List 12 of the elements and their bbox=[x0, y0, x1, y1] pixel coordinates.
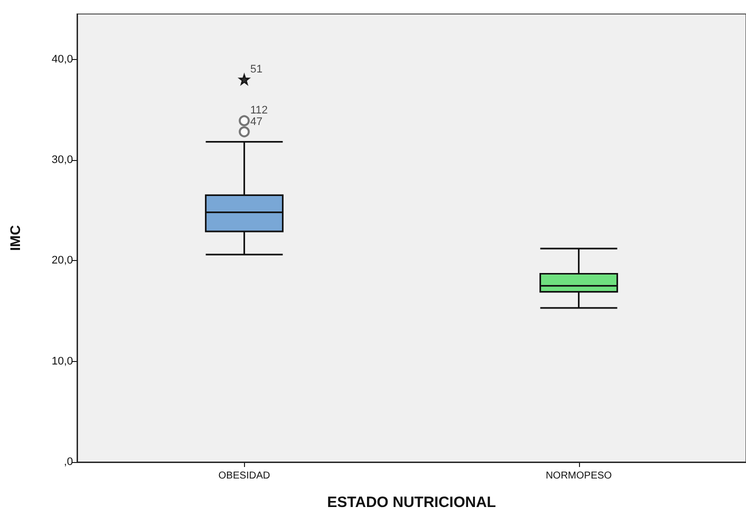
annotation: 51 bbox=[250, 63, 262, 76]
annotation: 112 bbox=[250, 104, 268, 117]
y-tick-label: 30,0 bbox=[52, 154, 73, 166]
annotation: 47 bbox=[250, 116, 262, 128]
y-tick-label: 10,0 bbox=[52, 355, 73, 368]
x-tick-label: NORMOPESO bbox=[546, 470, 612, 482]
y-tick-label: 40,0 bbox=[52, 53, 73, 66]
x-tick-label: OBESIDAD bbox=[218, 470, 270, 482]
y-tick-label: ,0 bbox=[64, 456, 73, 468]
y-tick-label: 20,0 bbox=[52, 254, 73, 267]
x-axis-title: ESTADO NUTRICIONAL bbox=[327, 494, 496, 511]
y-axis-title: IMC bbox=[7, 225, 23, 251]
